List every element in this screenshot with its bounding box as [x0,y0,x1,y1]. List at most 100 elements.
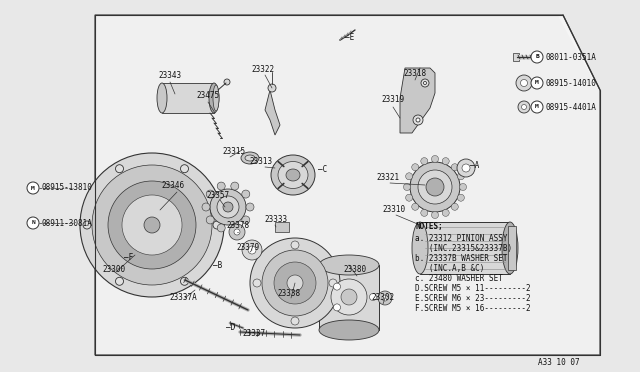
Text: 23313: 23313 [250,157,273,167]
Circle shape [403,183,410,190]
Ellipse shape [245,155,255,161]
Text: NOTES;: NOTES; [415,222,443,231]
Circle shape [231,182,239,190]
Text: F.SCREW M5 × 16---------2: F.SCREW M5 × 16---------2 [415,304,531,313]
Text: M: M [535,80,539,86]
Text: 23380: 23380 [344,266,367,275]
Circle shape [413,115,423,125]
Text: 08915-13810: 08915-13810 [41,183,92,192]
Bar [275,222,289,232]
Circle shape [223,202,233,212]
Circle shape [287,275,303,291]
Circle shape [331,279,367,315]
Text: 23337: 23337 [243,328,266,337]
Ellipse shape [286,169,300,181]
Circle shape [531,101,543,113]
Circle shape [206,216,214,224]
Text: 23302: 23302 [371,294,395,302]
Circle shape [420,209,428,217]
Text: 23475: 23475 [196,90,220,99]
Circle shape [329,279,337,287]
Ellipse shape [278,161,308,189]
Circle shape [420,158,428,165]
Circle shape [291,317,299,325]
Circle shape [531,77,543,89]
Text: —A: —A [470,160,479,170]
Circle shape [412,203,419,210]
Text: 08915-14010: 08915-14010 [545,78,596,87]
Ellipse shape [157,83,167,113]
Text: b. 23337B WASHER SET: b. 23337B WASHER SET [415,254,508,263]
Circle shape [274,262,316,304]
Text: —C: —C [318,166,327,174]
Polygon shape [95,15,600,355]
Text: 23357: 23357 [207,190,230,199]
Text: 08911-3081A: 08911-3081A [41,218,92,228]
Bar [508,226,516,270]
Text: A33 10 07: A33 10 07 [538,358,580,367]
Circle shape [378,291,392,305]
Text: 23300: 23300 [102,266,125,275]
Text: M: M [535,105,539,109]
Text: 23338: 23338 [277,289,301,298]
Circle shape [268,84,276,92]
Circle shape [234,229,240,235]
Text: —E: —E [345,33,355,42]
Circle shape [416,118,420,122]
Circle shape [291,241,299,249]
Circle shape [457,159,475,177]
Circle shape [442,209,449,217]
Circle shape [458,173,465,180]
Text: —F: —F [124,253,133,263]
Circle shape [333,283,340,290]
Text: (INC.A,B &C): (INC.A,B &C) [415,264,484,273]
Circle shape [520,80,527,87]
Text: 23319: 23319 [381,96,404,105]
Text: 23322: 23322 [252,65,275,74]
Ellipse shape [271,155,315,195]
Circle shape [369,294,376,301]
Bar [513,53,519,61]
Circle shape [406,173,413,180]
Text: 23379: 23379 [236,244,260,253]
Circle shape [92,165,212,285]
Text: (INC.23315&23337B): (INC.23315&23337B) [415,244,512,253]
Circle shape [418,170,452,204]
Circle shape [424,81,426,84]
Circle shape [462,164,470,172]
Circle shape [248,246,256,254]
Circle shape [115,165,124,173]
Circle shape [108,181,196,269]
Text: M: M [31,186,35,190]
Bar [162,83,214,113]
Circle shape [217,196,239,218]
Ellipse shape [241,152,259,164]
Circle shape [229,224,245,240]
Circle shape [531,51,543,63]
Circle shape [341,289,357,305]
Text: —B: —B [213,260,222,269]
Circle shape [231,224,239,232]
Text: 23318: 23318 [403,68,427,77]
Circle shape [460,183,467,190]
Circle shape [522,105,527,109]
Circle shape [406,194,413,201]
Bar [420,222,510,274]
Text: 23315: 23315 [223,148,246,157]
Text: B: B [535,55,539,60]
Circle shape [202,203,210,211]
Circle shape [410,162,460,212]
Circle shape [516,75,532,91]
Text: 23343: 23343 [159,71,182,80]
Circle shape [206,190,214,198]
Circle shape [213,221,221,229]
Circle shape [27,217,39,229]
Circle shape [253,279,261,287]
Text: 23378: 23378 [227,221,250,230]
Text: 23346: 23346 [161,180,184,189]
Text: a. 23312 PINION ASSY: a. 23312 PINION ASSY [415,234,508,243]
Circle shape [412,164,419,171]
Circle shape [333,304,340,311]
Circle shape [115,277,124,285]
Text: —D: —D [226,324,236,333]
